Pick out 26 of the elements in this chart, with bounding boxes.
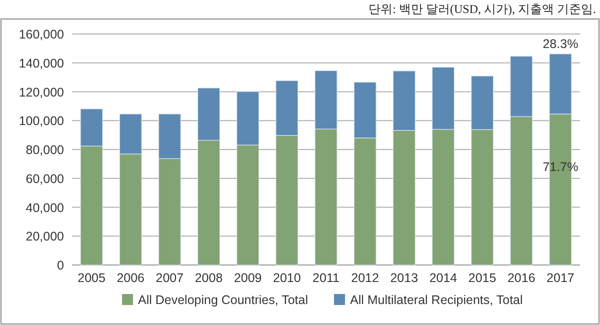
annotation: 28.3% [542, 36, 578, 51]
legend-label: All Multilateral Recipients, Total [350, 293, 523, 307]
y-tick-label: 20,000 [26, 230, 64, 244]
x-tick-label: 2012 [351, 271, 380, 285]
x-tick-label: 2011 [312, 271, 340, 285]
x-tick-label: 2015 [468, 271, 496, 285]
y-tick-label: 60,000 [26, 172, 64, 186]
x-tick-label: 2014 [429, 271, 458, 285]
chart-subtitle: 단위: 백만 달러(USD, 시가), 지출액 기준임. [368, 2, 596, 16]
y-tick-label: 140,000 [18, 56, 64, 70]
y-tick-label: 160,000 [18, 28, 64, 42]
legend-label: All Developing Countries, Total [138, 293, 308, 307]
x-tick-label: 2016 [507, 271, 536, 285]
y-tick-label: 40,000 [26, 200, 64, 215]
y-tick-label: 80,000 [26, 143, 64, 157]
x-tick-label: 2017 [546, 271, 574, 285]
y-tick-label: 0 [57, 258, 64, 272]
x-tick-label: 2005 [78, 271, 106, 285]
x-tick-label: 2010 [273, 271, 301, 285]
y-tick-label: 120,000 [18, 85, 64, 100]
x-tick-label: 2008 [194, 271, 223, 285]
y-tick-label: 100,000 [18, 114, 64, 128]
x-tick-label: 2007 [156, 271, 184, 285]
x-tick-label: 2009 [234, 271, 262, 285]
x-tick-label: 2006 [116, 271, 145, 285]
x-tick-label: 2013 [390, 271, 418, 285]
